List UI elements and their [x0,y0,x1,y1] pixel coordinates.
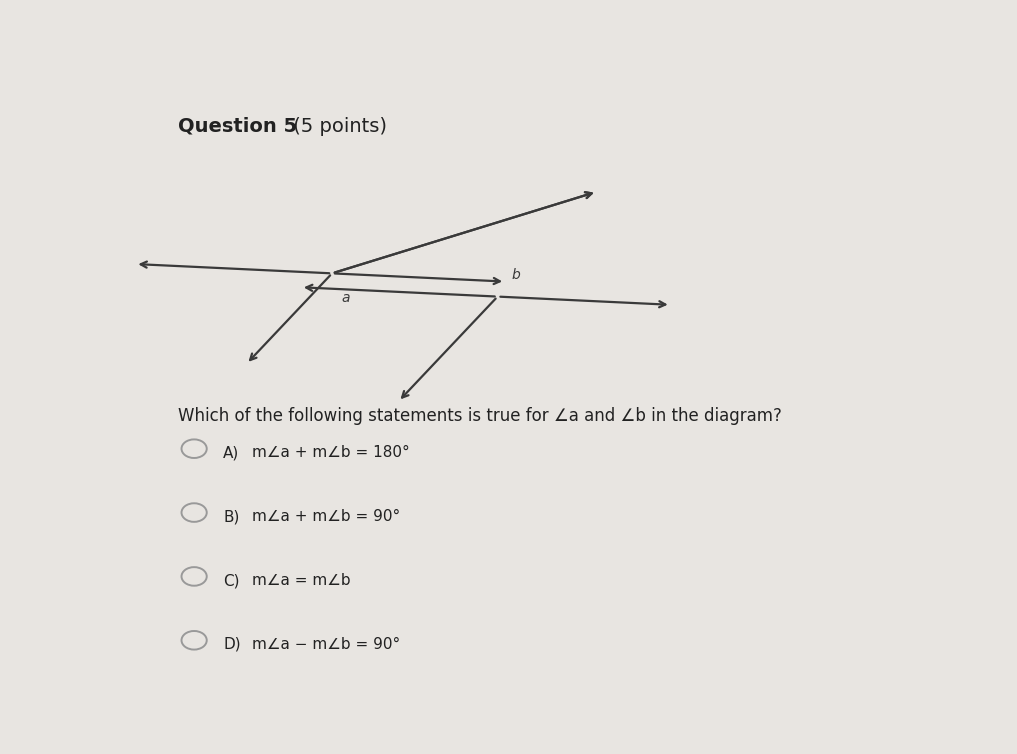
Text: m∠a + m∠b = 180°: m∠a + m∠b = 180° [251,446,410,460]
Text: C): C) [224,573,240,588]
Text: m∠a − m∠b = 90°: m∠a − m∠b = 90° [251,637,400,652]
Text: B): B) [224,509,240,524]
Text: m∠a = m∠b: m∠a = m∠b [251,573,350,588]
Text: D): D) [224,637,241,652]
Text: A): A) [224,446,240,460]
Text: Question 5: Question 5 [178,117,298,136]
Text: Which of the following statements is true for ∠a and ∠b in the diagram?: Which of the following statements is tru… [178,407,782,425]
Text: b: b [512,268,521,282]
Text: a: a [342,291,350,305]
Text: (5 points): (5 points) [287,117,387,136]
Text: m∠a + m∠b = 90°: m∠a + m∠b = 90° [251,509,400,524]
